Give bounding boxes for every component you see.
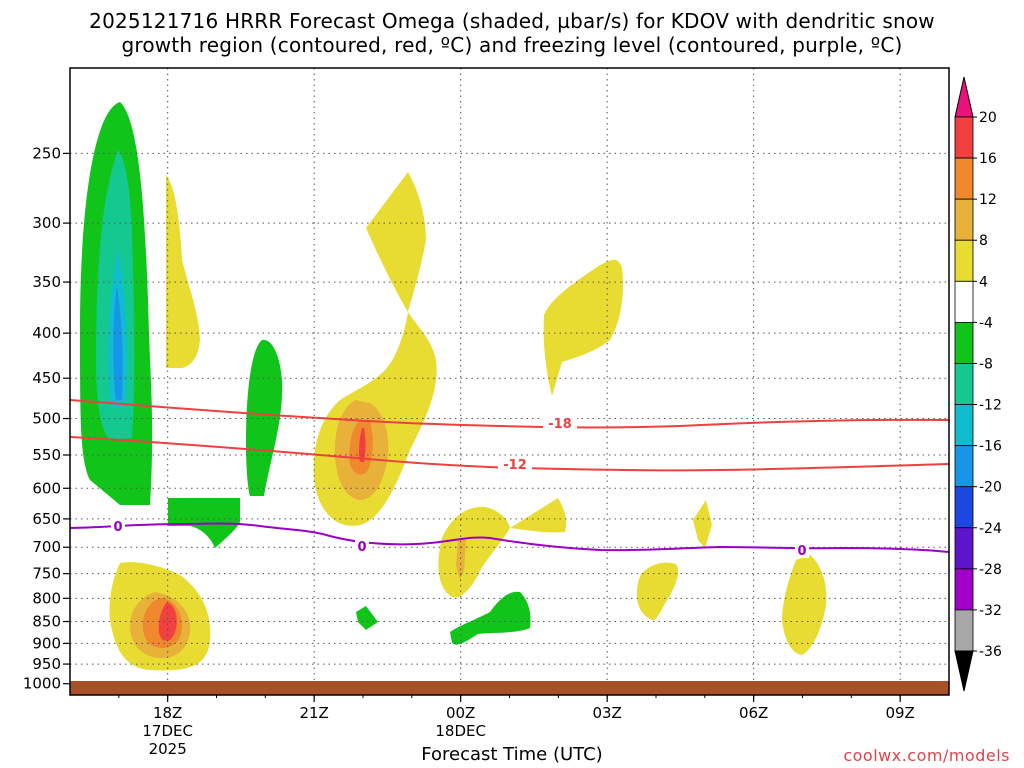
- colorbar-label: 20: [979, 110, 997, 126]
- colorbar-swatch: [954, 445, 974, 488]
- x-tick-label: 18Z: [153, 704, 182, 722]
- colorbar-swatch: [954, 198, 974, 241]
- contours: -18 -12 0 0 0: [70, 399, 949, 559]
- omega-shading: [80, 102, 827, 671]
- colorbar-label: 4: [979, 274, 988, 290]
- x-axis-label: Forecast Time (UTC): [421, 744, 603, 765]
- contour-label-minus-12: -12: [503, 458, 527, 473]
- colorbar-swatch: [954, 568, 974, 611]
- y-tick-label: 350: [32, 273, 61, 291]
- colorbar-swatch: [954, 321, 974, 364]
- contour-label-zero-1: 0: [113, 520, 122, 535]
- colorbar-swatch: [954, 527, 974, 570]
- omega-region-yellow-00z: [438, 506, 510, 598]
- colorbar-label: -8: [979, 356, 993, 372]
- colorbar-label: -32: [979, 603, 1002, 619]
- chart-subtitle: growth region (contoured, red, ºC) and f…: [121, 33, 903, 57]
- ground-surface: [70, 681, 949, 695]
- contour-label-bg-minus-12: [498, 456, 532, 472]
- colorbar-swatch: [954, 404, 974, 447]
- omega-region-red-low-18z: [158, 602, 177, 641]
- y-tick-label: 950: [32, 655, 61, 673]
- omega-region-green-01z: [450, 591, 531, 645]
- colorbar-label: -12: [979, 398, 1002, 414]
- omega-region-blue-column: [113, 285, 123, 400]
- omega-region-yellow-04z: [636, 562, 679, 621]
- contour-label-zero-3: 0: [797, 544, 806, 559]
- colorbar-label: -24: [979, 521, 1002, 537]
- colorbar-swatch: [954, 157, 974, 200]
- y-tick-label: 750: [32, 565, 61, 583]
- colorbar-label: -4: [979, 315, 993, 331]
- colorbar-label: -16: [979, 439, 1002, 455]
- colorbar-label: 12: [979, 192, 997, 208]
- x-tick-label: 21Z: [299, 704, 328, 722]
- colorbar-swatch: [954, 363, 974, 405]
- contour-line-zero: [70, 522, 949, 553]
- colorbar-label: 8: [979, 233, 988, 249]
- x-tick-date-label: 17DEC: [142, 722, 193, 740]
- x-tick-label: 00Z: [446, 704, 475, 722]
- colorbar: 20 16 12 8 4 -4 -8 -12 -16 -20 -24 -28 -32 -36: [954, 76, 1002, 692]
- omega-region-green-small-22z: [356, 606, 378, 630]
- colorbar-swatch: [954, 486, 974, 529]
- omega-region-yellow-05z: [693, 500, 712, 548]
- y-tick-label: 650: [32, 510, 61, 528]
- colorbar-bottom-arrow: [954, 650, 974, 692]
- x-tick-label: 03Z: [592, 704, 621, 722]
- y-tick-label: 550: [32, 446, 61, 464]
- contour-line-minus-18: [70, 399, 949, 429]
- contour-label-bg-zero-2: [355, 538, 369, 554]
- chart-title: 2025121716 HRRR Forecast Omega (shaded, …: [89, 9, 935, 33]
- x-tick-label: 09Z: [885, 704, 914, 722]
- colorbar-swatch: [954, 239, 974, 282]
- x-tick-date-label: 18DEC: [435, 722, 486, 740]
- contour-label-bg-minus-18: [543, 415, 577, 431]
- y-tick-label: 800: [32, 589, 61, 607]
- colorbar-label: 16: [979, 151, 997, 167]
- y-tick-label: 700: [32, 538, 61, 556]
- colorbar-swatch: [954, 116, 974, 159]
- y-tick-label: 300: [32, 214, 61, 232]
- y-tick-label: 250: [32, 144, 61, 162]
- colorbar-label: -36: [979, 644, 1002, 660]
- colorbar-swatch: [954, 280, 974, 323]
- y-tick-label: 600: [32, 479, 61, 497]
- credit-text: coolwx.com/models: [843, 746, 1010, 765]
- colorbar-label: -28: [979, 562, 1002, 578]
- y-tick-label: 900: [32, 634, 61, 652]
- omega-region-orange-00z: [456, 540, 466, 580]
- omega-region-yellow-01z: [510, 498, 567, 533]
- contour-label-bg-zero-1: [111, 518, 125, 534]
- omega-region-red-22z: [358, 428, 366, 462]
- contour-label-bg-zero-3: [795, 542, 809, 558]
- x-tick-year-label: 2025: [149, 740, 187, 758]
- y-tick-label: 1000: [23, 675, 61, 693]
- y-tick-label: 500: [32, 410, 61, 428]
- omega-region-green-mid: [246, 339, 283, 496]
- y-tick-label: 400: [32, 324, 61, 342]
- colorbar-top-arrow: [954, 76, 974, 118]
- omega-region-yellow-02z: [543, 259, 624, 396]
- contour-label-minus-18: -18: [548, 417, 572, 432]
- y-tick-label: 850: [32, 613, 61, 631]
- x-tick-label: 06Z: [739, 704, 768, 722]
- colorbar-swatch: [954, 609, 974, 652]
- contour-label-zero-2: 0: [357, 540, 366, 555]
- y-tick-label: 450: [32, 369, 61, 387]
- y-axis: 250 300 350 400 450 500 550 600 650 700 750 800 850 9…: [23, 144, 70, 693]
- colorbar-label: -20: [979, 480, 1002, 496]
- omega-region-yellow-07z: [782, 555, 827, 655]
